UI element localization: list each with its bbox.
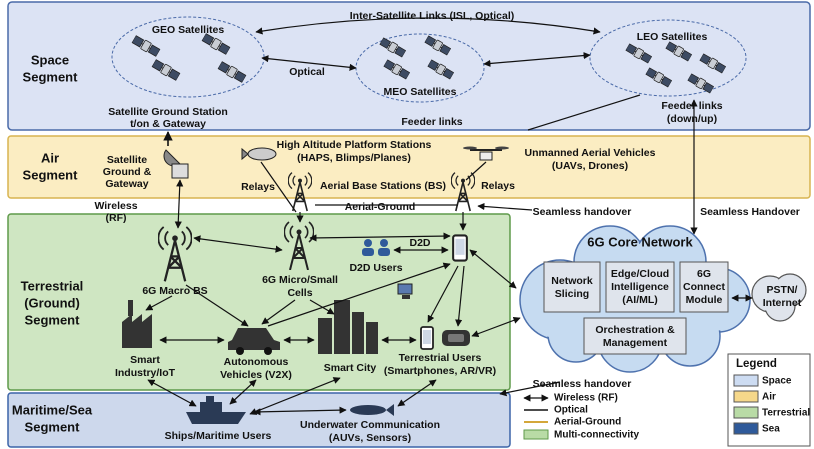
vr-icon: [442, 330, 470, 346]
segment-legend: Legend Space Air Terrestrial Sea: [728, 354, 810, 446]
handover-link: [478, 206, 532, 210]
legend-label: Optical: [554, 405, 588, 416]
link-label: Seamless handover: [533, 206, 632, 218]
node-label: D2D Users: [349, 262, 402, 274]
core-box-label: Connect: [683, 281, 726, 293]
node-label: Smart City: [324, 362, 377, 374]
node-label: Relays: [241, 181, 275, 193]
link-label: Feeder links: [401, 116, 462, 128]
node-label: Vehicles (V2X): [220, 369, 292, 381]
segment-label: Segment: [23, 167, 79, 182]
node-label: (Smartphones, AR/VR): [384, 365, 496, 377]
segment-label: Space: [31, 52, 69, 67]
link-label: Seamless handover: [533, 378, 632, 390]
node-label: Smart: [130, 354, 160, 366]
station-label: t/on & Gateway: [130, 118, 206, 130]
segment-label: Segment: [25, 419, 81, 434]
core-box-label: Intelligence: [611, 281, 669, 293]
station-label: Satellite Ground Station: [108, 106, 228, 118]
legend-swatch: [734, 391, 758, 402]
phone-icon: [421, 327, 433, 349]
link-label: Feeder links: [661, 100, 722, 112]
segment-label: (Ground): [24, 295, 80, 310]
phone-icon: [453, 235, 467, 260]
legend-label: Air: [762, 392, 776, 403]
legend-swatch: [734, 375, 758, 386]
segment-label: Air: [41, 150, 59, 165]
segment-label: Maritime/Sea: [12, 402, 93, 417]
node-label: (UAVs, Drones): [552, 160, 628, 172]
legend-label: Terrestrial: [762, 408, 810, 419]
segment-label: Segment: [25, 312, 81, 327]
core-box-label: 6G: [697, 268, 711, 280]
legend-label: Wireless (RF): [554, 393, 618, 404]
core-box-label: Network: [551, 275, 593, 287]
node-label: Industry/IoT: [115, 367, 176, 379]
segment-label: Segment: [23, 69, 79, 84]
legend-label: Space: [762, 376, 792, 387]
core-box-label: Slicing: [555, 288, 589, 300]
node-label: Autonomous: [224, 356, 289, 368]
core-box-label: Edge/Cloud: [611, 268, 669, 280]
node-label: Satellite: [107, 154, 147, 166]
line-legend: Wireless (RF) Optical Aerial-Ground Mult…: [524, 393, 639, 441]
node-label: Ships/Maritime Users: [165, 430, 272, 442]
legend-title: Legend: [736, 358, 777, 370]
link-label: Aerial-Ground: [345, 201, 416, 213]
legend-label: Aerial-Ground: [554, 417, 621, 428]
legend-swatch: [524, 430, 548, 439]
node-label: Ground &: [103, 166, 152, 178]
node-label: Gateway: [105, 178, 148, 190]
legend-swatch: [734, 407, 758, 418]
link-label: Optical: [289, 66, 325, 78]
link-label: Seamless Handover: [700, 206, 800, 218]
diagram: Space Segment Air Segment Terrestrial (G…: [0, 0, 814, 449]
legend-swatch: [734, 423, 758, 434]
legend-label: Multi-connectivity: [554, 430, 639, 441]
node-label: High Altitude Platform Stations: [277, 139, 432, 151]
satellite-label: GEO Satellites: [152, 24, 225, 36]
link-label: (down/up): [667, 113, 717, 125]
core-title: 6G Core Network: [587, 234, 693, 249]
core-box-label: Management: [603, 337, 668, 349]
node-label: 6G Micro/Small: [262, 274, 338, 286]
core-box-label: (AI/ML): [622, 294, 658, 306]
node-label: 6G Macro BS: [142, 285, 207, 297]
core-box-label: Orchestration &: [595, 324, 675, 336]
link-label: (RF): [106, 212, 127, 224]
node-label: Unmanned Aerial Vehicles: [525, 147, 656, 159]
node-label: Cells: [287, 287, 312, 299]
legend-label: Sea: [762, 424, 780, 435]
link-label: Wireless: [94, 200, 137, 212]
link-label: D2D: [409, 237, 430, 249]
satellite-label: LEO Satellites: [637, 31, 708, 43]
node-label: (HAPS, Blimps/Planes): [297, 152, 411, 164]
node-label: Terrestrial Users: [399, 352, 482, 364]
satellite-label: MEO Satellites: [384, 86, 457, 98]
node-label: Aerial Base Stations (BS): [320, 180, 446, 192]
node-label: Underwater Communication: [300, 419, 440, 431]
node-label: (AUVs, Sensors): [329, 432, 411, 444]
node-label: Relays: [481, 180, 515, 192]
pstn-label: Internet: [763, 297, 802, 309]
pstn-label: PSTN/: [767, 284, 798, 296]
core-box-label: Module: [686, 294, 723, 306]
segment-label: Terrestrial: [21, 278, 84, 293]
